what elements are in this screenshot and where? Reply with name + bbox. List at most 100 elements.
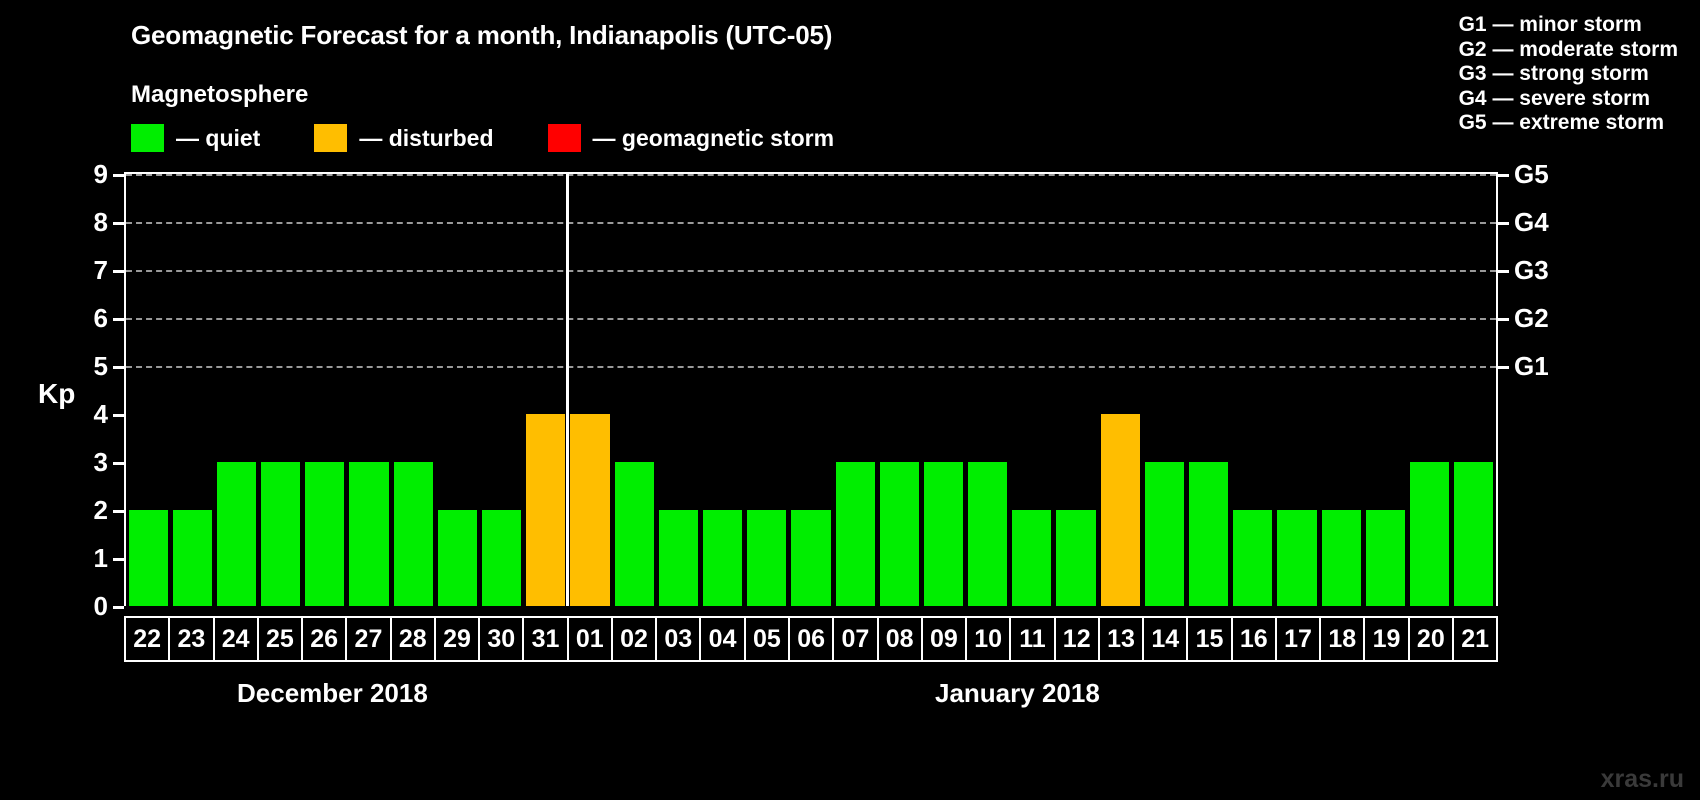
bar-cell-01: [568, 174, 612, 606]
date-cell-15: 15: [1188, 618, 1233, 660]
date-cell-01: 01: [568, 618, 613, 660]
bar: [1365, 510, 1405, 606]
date-cell-27: 27: [347, 618, 392, 660]
bar: [261, 462, 301, 606]
bar-cell-13: [1098, 174, 1142, 606]
g-tick-label-G5: G5: [1514, 159, 1549, 189]
bar-cell-30: [480, 174, 524, 606]
watermark: xras.ru: [1600, 765, 1684, 793]
month-label-first: December 2018: [237, 678, 428, 708]
y-tick-9: [113, 174, 124, 177]
bar-cell-16: [1231, 174, 1275, 606]
bar-cell-21: [1452, 174, 1496, 606]
bar-series: [126, 174, 1496, 606]
y-axis-title: Kp: [38, 378, 76, 409]
bar: [1233, 510, 1273, 606]
date-cell-02: 02: [612, 618, 658, 660]
month-divider-line: [566, 174, 570, 606]
bar: [1100, 414, 1140, 606]
gridline-kp-9: [126, 174, 1496, 176]
bar: [349, 462, 389, 606]
y-tick-1: [113, 558, 124, 561]
bar: [570, 414, 610, 606]
y-tick-label-2: 2: [93, 495, 108, 525]
legend-item-disturbed: — disturbed: [314, 124, 494, 152]
bar: [1321, 510, 1361, 606]
gscale-legend-line-5: G5 — extreme storm: [1458, 111, 1665, 134]
bar: [1277, 510, 1317, 606]
date-cell-09: 09: [922, 618, 968, 660]
bar: [437, 510, 477, 606]
bar-cell-15: [1187, 174, 1231, 606]
legend-item-storm: — geomagnetic storm: [547, 124, 835, 152]
legend-swatch-disturbed: [314, 124, 348, 152]
bar-cell-04: [700, 174, 744, 606]
bar-cell-26: [303, 174, 347, 606]
bar: [216, 462, 257, 606]
date-cell-19: 19: [1365, 618, 1410, 660]
magnetosphere-label: Magnetosphere: [131, 81, 309, 108]
date-cell-17: 17: [1276, 618, 1322, 660]
g-tick-label-G4: G4: [1514, 207, 1549, 237]
gscale-legend-line-4: G4 — severe storm: [1458, 86, 1651, 110]
bar-cell-31: [524, 174, 568, 606]
page-title: Geomagnetic Forecast for a month, Indian…: [131, 20, 833, 50]
date-cell-21: 21: [1453, 618, 1497, 660]
gridline-kp-5: [126, 366, 1496, 368]
bar-cell-09: [921, 174, 965, 606]
date-cell-11: 11: [1011, 618, 1056, 660]
date-cell-22: 22: [126, 618, 171, 660]
legend-swatch-storm: [547, 124, 581, 152]
bar: [747, 510, 787, 606]
date-cell-13: 13: [1099, 618, 1145, 660]
date-cell-04: 04: [701, 618, 746, 660]
y-tick-label-4: 4: [93, 399, 108, 429]
date-cell-29: 29: [435, 618, 481, 660]
y-tick-label-7: 7: [93, 255, 108, 285]
legend-swatch-quiet: [131, 124, 164, 152]
bar-cell-19: [1363, 174, 1407, 606]
bar-cell-14: [1142, 174, 1186, 606]
bar-cell-03: [656, 174, 700, 606]
gscale-legend-line-2: G2 — moderate storm: [1458, 37, 1678, 61]
date-cell-05: 05: [745, 618, 790, 660]
bar-cell-02: [612, 174, 656, 606]
y-tick-2: [113, 510, 124, 513]
date-cell-14: 14: [1144, 618, 1189, 660]
legend-label-disturbed: — disturbed: [359, 124, 494, 151]
y-tick-label-3: 3: [93, 446, 108, 477]
y-tick-4: [113, 414, 124, 417]
plot-inner: 0 1 2 3 4 5 6 7 8 9 G1 G2 G3 G4 G5: [94, 161, 1549, 619]
y-tick-8: [113, 222, 124, 225]
y-tick-3: [113, 461, 124, 465]
date-axis: 22 23 24 25 26 27 28 29 30 31 01 02 03 04 05 06 07 08 09 10…: [124, 616, 1498, 662]
bar-cell-24: [214, 174, 258, 606]
y-tick-label-6: 6: [93, 302, 108, 333]
bar: [1409, 462, 1450, 606]
bar-cell-08: [877, 174, 921, 606]
date-cell-16: 16: [1232, 618, 1277, 660]
gridline-kp-7: [126, 270, 1496, 272]
date-cell-07: 07: [834, 618, 879, 660]
g-tick-G5: [1498, 174, 1509, 177]
y-tick-7: [113, 270, 124, 273]
bar-cell-11: [1010, 174, 1054, 606]
bar: [1056, 510, 1096, 606]
bar: [1012, 510, 1052, 606]
y-tick-6: [113, 317, 124, 321]
date-cell-10: 10: [967, 618, 1012, 660]
legend-label-storm: — geomagnetic storm: [592, 124, 835, 151]
bar-cell-20: [1407, 174, 1451, 606]
bar: [658, 510, 698, 606]
y-tick-label-8: 8: [93, 207, 108, 237]
g-tick-G2: [1498, 317, 1509, 321]
date-cell-12: 12: [1055, 618, 1100, 660]
y-tick-label-0: 0: [93, 591, 108, 621]
y-tick-5: [113, 366, 124, 369]
date-cell-28: 28: [391, 618, 436, 660]
y-tick-label-9: 9: [93, 159, 108, 189]
bar-cell-18: [1319, 174, 1363, 606]
bar: [1189, 462, 1229, 606]
y-tick-0: [113, 606, 124, 609]
bar: [791, 510, 831, 606]
